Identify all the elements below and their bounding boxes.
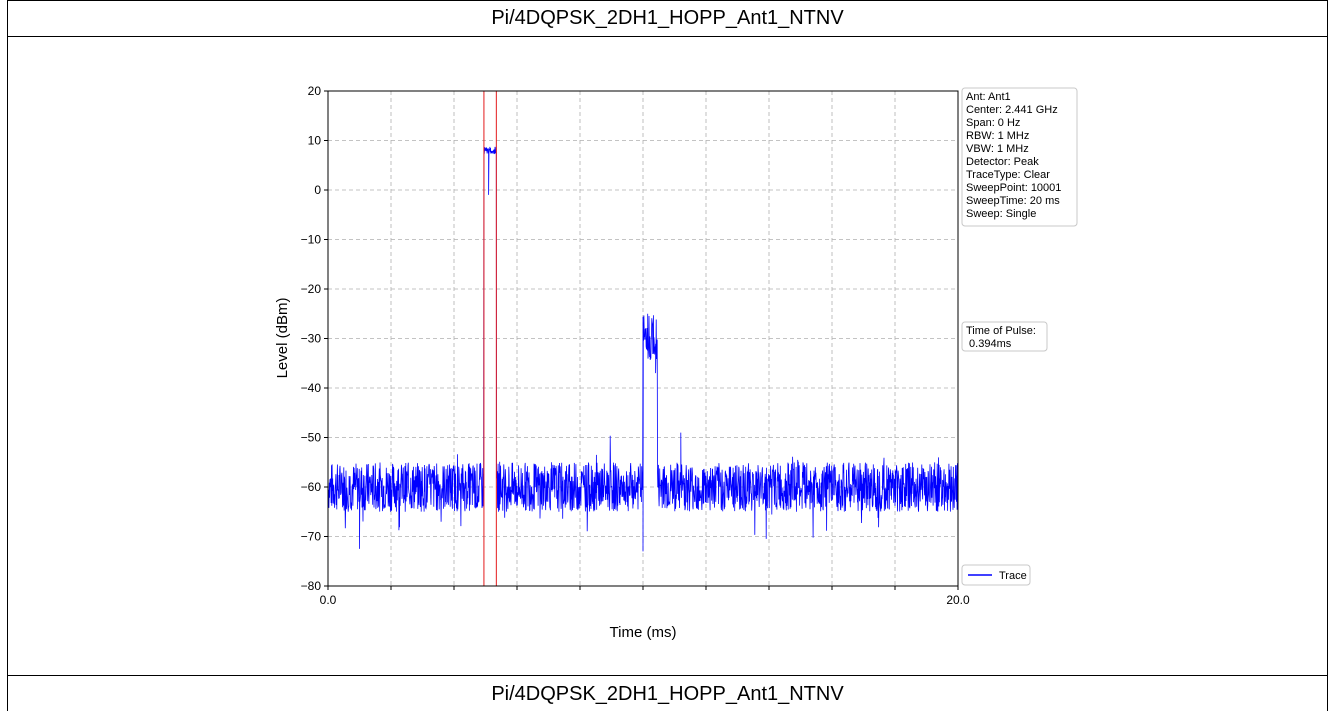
- legend-trace-label: Trace: [999, 570, 1027, 582]
- y-axis: 20 10 0 −10 −20 −30 −40 −50 −60 −70 −80: [301, 84, 328, 593]
- info-sweeppoint: SweepPoint: 10001: [966, 182, 1061, 194]
- pulse-value: 0.394ms: [966, 338, 1012, 350]
- y-tick-label: −40: [301, 381, 322, 395]
- report-frame: Pi/4DQPSK_2DH1_HOPP_Ant1_NTNV Pi/4DQPSK_…: [7, 0, 1328, 711]
- pulse-box-frame: [961, 321, 1048, 352]
- pulse-label: Time of Pulse:: [966, 325, 1036, 337]
- y-tick-label: −80: [301, 579, 322, 593]
- y-tick-label: −50: [301, 431, 322, 445]
- trace-series: [327, 146, 959, 552]
- x-tick-label: 20.0: [946, 593, 970, 607]
- info-detector: Detector: Peak: [966, 156, 1039, 168]
- info-rbw: RBW: 1 MHz: [966, 130, 1029, 142]
- y-tick-label: 10: [308, 134, 322, 148]
- y-tick-label: −10: [301, 233, 322, 247]
- legend: Trace: [961, 564, 1031, 586]
- y-tick-label: −60: [301, 480, 322, 494]
- y-tick-label: 20: [308, 84, 322, 98]
- info-sweeptime: SweepTime: 20 ms: [966, 195, 1060, 207]
- x-tick-label: 0.0: [320, 593, 337, 607]
- y-tick-label: −70: [301, 530, 322, 544]
- pulse-box: Time of Pulse: 0.394ms: [961, 321, 1048, 352]
- pulse-markers: [483, 91, 497, 586]
- info-vbw: VBW: 1 MHz: [966, 143, 1029, 155]
- info-box: Ant: Ant1 Center: 2.441 GHz Span: 0 Hz R…: [961, 87, 1078, 227]
- page-title: Pi/4DQPSK_2DH1_HOPP_Ant1_NTNV: [8, 1, 1327, 37]
- y-tick-label: 0: [314, 183, 321, 197]
- y-tick-label: −30: [301, 332, 322, 346]
- info-center: Center: 2.441 GHz: [966, 104, 1058, 116]
- info-tracetype: TraceType: Clear: [966, 169, 1050, 181]
- legend-frame: [961, 564, 1031, 586]
- x-axis: 0.0 20.0: [320, 586, 970, 607]
- info-sweep: Sweep: Single: [966, 208, 1036, 220]
- trace-line: [327, 146, 959, 552]
- info-box-frame: [961, 87, 1078, 227]
- y-axis-label: Level (dBm): [274, 298, 291, 379]
- info-span: Span: 0 Hz: [966, 117, 1020, 129]
- footer-title: Pi/4DQPSK_2DH1_HOPP_Ant1_NTNV: [8, 675, 1327, 713]
- y-tick-label: −20: [301, 282, 322, 296]
- x-axis-label: Time (ms): [610, 624, 677, 641]
- info-ant: Ant: Ant1: [966, 91, 1011, 103]
